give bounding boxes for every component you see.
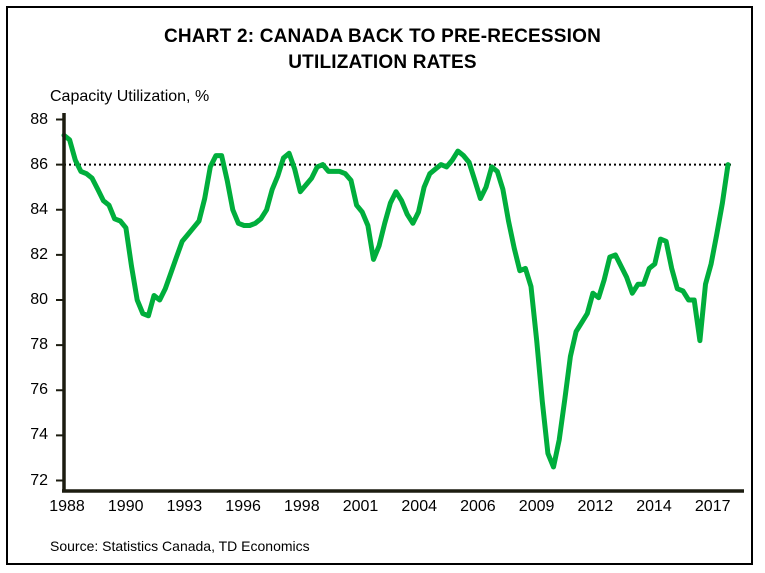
y-tick-label-76: 76 bbox=[30, 381, 48, 399]
y-axis-unit-label: Capacity Utilization, % bbox=[50, 88, 210, 105]
y-tick-label-82: 82 bbox=[30, 245, 48, 263]
y-tick-label-78: 78 bbox=[30, 336, 48, 354]
x-tick-label-1996: 1996 bbox=[225, 498, 261, 515]
x-tick-label-1998: 1998 bbox=[284, 498, 320, 515]
x-tick-label-2012: 2012 bbox=[577, 498, 614, 515]
x-tick-label-2017: 2017 bbox=[694, 498, 731, 515]
x-tick-label-1988: 1988 bbox=[49, 498, 85, 515]
source-note: Source: Statistics Canada, TD Economics bbox=[50, 538, 310, 554]
y-tick-label-86: 86 bbox=[30, 155, 48, 173]
x-tick-label-1993: 1993 bbox=[166, 498, 203, 515]
x-tick-label-1990: 1990 bbox=[107, 498, 144, 515]
y-tick-label-88: 88 bbox=[30, 110, 48, 128]
chart-title: CHART 2: CANADA BACK TO PRE-RECESSION UT… bbox=[0, 24, 765, 76]
y-tick-label-80: 80 bbox=[30, 291, 48, 308]
x-tick-label-2006: 2006 bbox=[460, 498, 496, 515]
capacity-utilization-line bbox=[61, 132, 731, 470]
x-tick-label-2001: 2001 bbox=[342, 498, 379, 515]
chart-title-line1: CHART 2: CANADA BACK TO PRE-RECESSION bbox=[163, 26, 602, 47]
x-tick-label-2009: 2009 bbox=[518, 498, 555, 515]
y-tick-label-74: 74 bbox=[30, 426, 48, 444]
x-tick-label-2014: 2014 bbox=[636, 498, 672, 515]
chart-title-line2: UTILIZATION RATES bbox=[288, 52, 477, 73]
y-tick-label-84: 84 bbox=[30, 200, 48, 218]
x-tick-label-2004: 2004 bbox=[401, 498, 437, 515]
y-tick-label-72: 72 bbox=[30, 471, 48, 489]
